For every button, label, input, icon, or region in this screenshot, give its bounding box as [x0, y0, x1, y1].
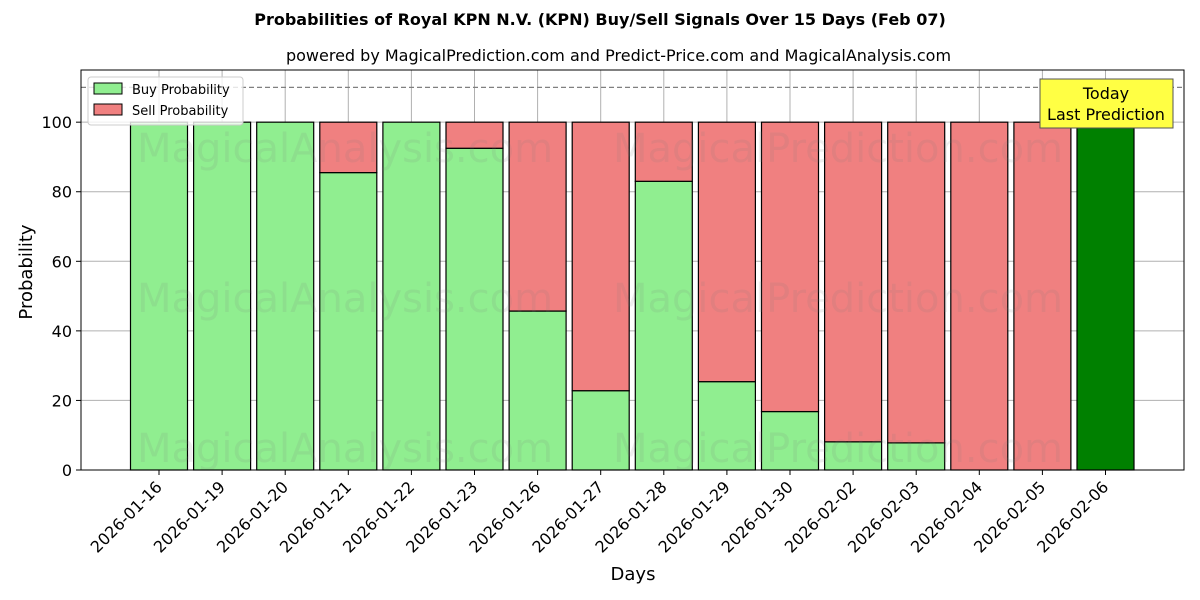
- legend-swatch-buy: [93, 82, 123, 95]
- y-tick-label: 60: [52, 252, 72, 271]
- annotation-line1: Today: [1082, 84, 1129, 103]
- bar-buy: [319, 172, 378, 471]
- legend: Buy Probability Sell Probability: [87, 76, 244, 126]
- bar-sell: [319, 121, 378, 174]
- bar-sell: [887, 121, 946, 444]
- watermark-text: MagicalPrediction.com: [613, 276, 1063, 322]
- bar-sell: [508, 121, 567, 312]
- today-annotation: Today Last Prediction: [1039, 78, 1174, 129]
- x-axis-label: Days: [611, 564, 656, 585]
- bar-buy: [760, 410, 820, 471]
- chart-subtitle: powered by MagicalPrediction.com and Pre…: [285, 46, 952, 65]
- bar-buy: [1076, 121, 1135, 471]
- y-tick-label: 40: [52, 322, 72, 341]
- bar-buy: [382, 121, 441, 471]
- y-tick-label: 0: [62, 461, 72, 480]
- plot-frame: [80, 69, 1185, 471]
- y-axis-label: Probability: [16, 224, 37, 319]
- watermark-text: MagicalAnalysis.com: [137, 426, 553, 472]
- bar-sell: [571, 121, 630, 392]
- legend-label-buy: Buy Probability: [132, 83, 230, 98]
- watermark-text: MagicalAnalysis.com: [137, 276, 553, 322]
- bar-buy: [445, 147, 504, 471]
- bar-buy: [634, 180, 693, 471]
- y-tick-label: 100: [41, 113, 72, 132]
- bar-sell: [697, 121, 757, 383]
- y-tick-label: 80: [52, 183, 72, 202]
- legend-label-sell: Sell Probability: [132, 104, 229, 119]
- bar-sell: [634, 121, 693, 182]
- y-tick-label: 20: [52, 391, 72, 410]
- watermark-text: MagicalPrediction.com: [613, 126, 1063, 172]
- bar-sell: [760, 121, 820, 413]
- bar-sell: [950, 121, 1009, 471]
- bar-sell: [445, 121, 504, 149]
- legend-box: [87, 76, 244, 126]
- bar-buy: [129, 121, 189, 471]
- chart-title: Probabilities of Royal KPN N.V. (KPN) Bu…: [254, 10, 946, 29]
- bar-sell: [823, 121, 883, 443]
- bar-buy: [697, 381, 757, 471]
- bar-buy: [823, 441, 883, 471]
- annotation-line2: Last Prediction: [1047, 105, 1165, 124]
- watermark-text: MagicalAnalysis.com: [137, 126, 553, 172]
- legend-swatch-sell: [93, 103, 123, 116]
- bar-buy: [256, 121, 315, 471]
- annotation-box: [1039, 78, 1174, 129]
- watermark-text: MagicalPrediction.com: [613, 426, 1063, 472]
